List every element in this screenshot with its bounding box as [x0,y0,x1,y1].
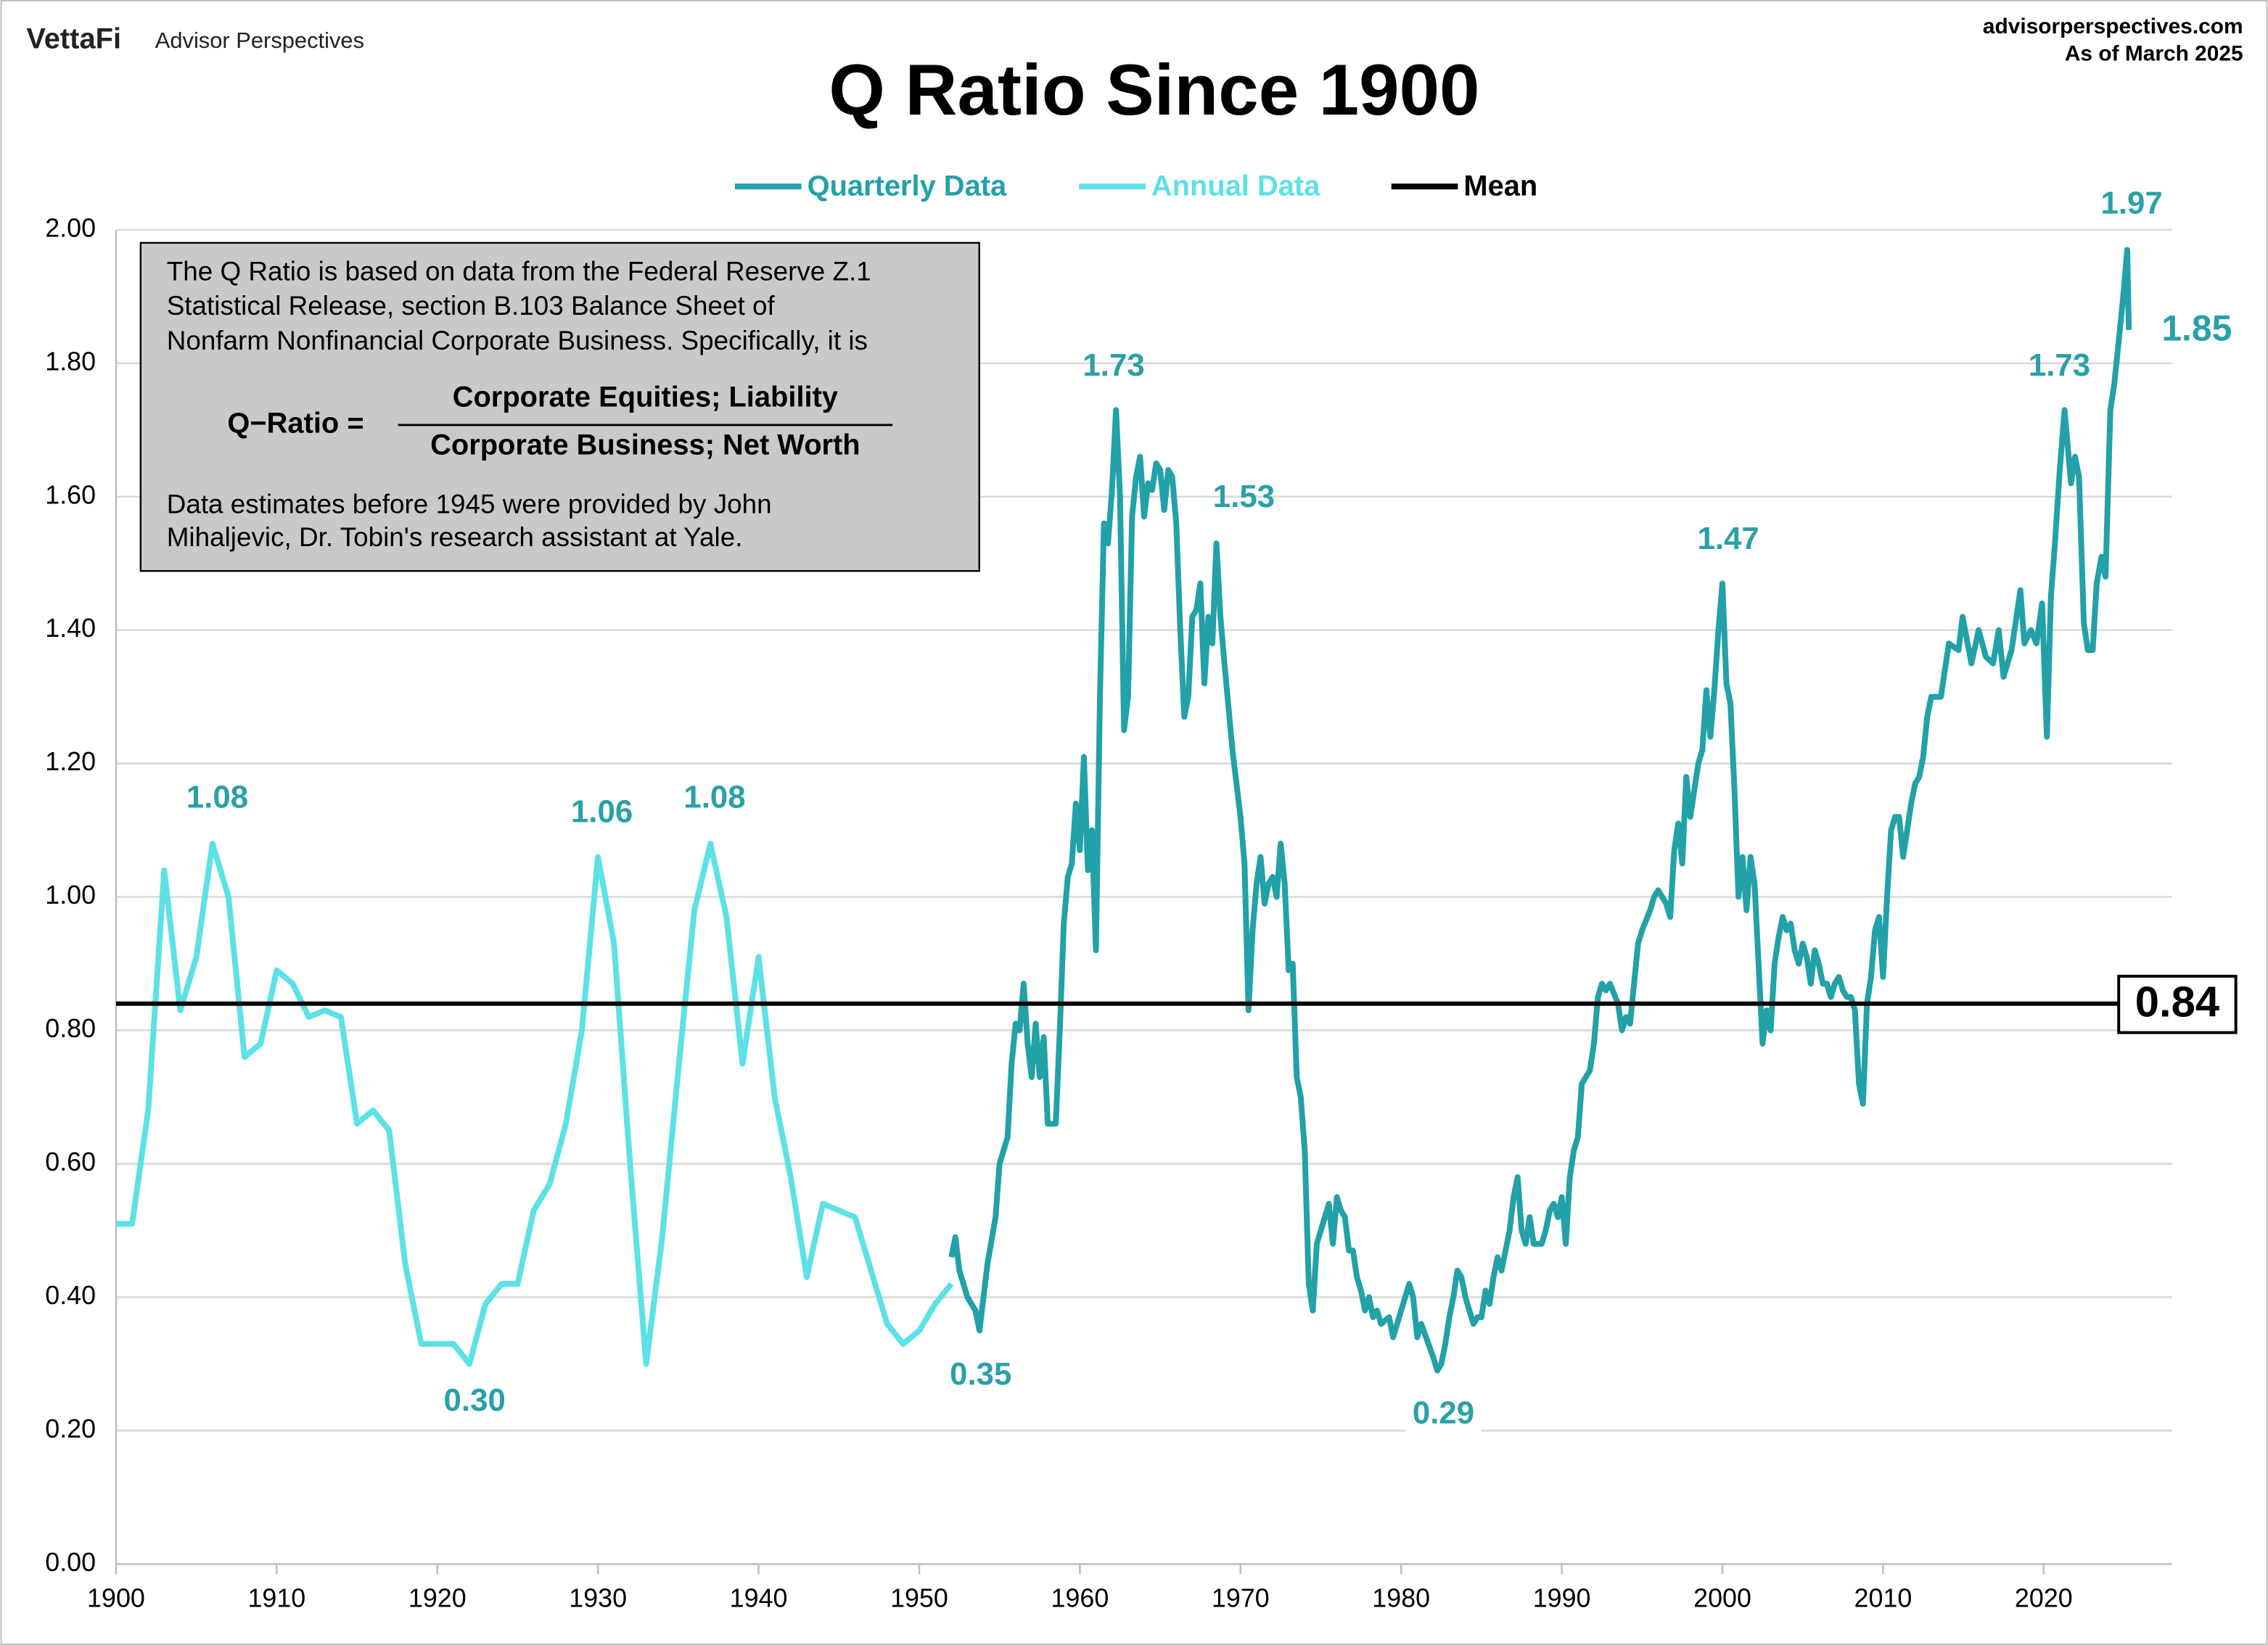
publisher: Advisor Perspectives [155,28,364,53]
formula-numerator: Corporate Equities; Liability [453,382,838,413]
x-tick-label: 1900 [87,1584,145,1613]
y-tick-label: 0.80 [45,1014,96,1043]
x-tick-label: 2010 [1854,1584,1912,1613]
y-tick-label: 1.20 [45,747,96,776]
plot-area: 0.00 0.20 0.40 0.60 0.80 1.00 1.20 1.40 1.60 1.80… [45,186,2238,1613]
y-tick-label: 1.40 [45,614,96,643]
annotation: 0.30 [444,1382,506,1418]
annotation: 1.85 [2161,308,2232,349]
brand: VettaFi [26,22,121,54]
series-line [948,247,2132,1374]
x-tick-label: 1970 [1212,1584,1270,1613]
x-tick-label: 1950 [890,1584,948,1613]
formula-denominator: Corporate Business; Net Worth [430,429,860,461]
y-tick-label: 0.60 [45,1147,96,1176]
y-tick-label: 0.40 [45,1281,96,1310]
annotation: 1.73 [2029,347,2090,383]
y-tick-label: 1.00 [45,881,96,910]
annotation: 1.08 [186,780,248,815]
annotation: 0.29 [1413,1395,1474,1431]
note-box: The Q Ratio is based on data from the Fe… [139,242,980,572]
note-line: Statistical Release, section B.103 Balan… [167,291,776,321]
date: As of March 2025 [2065,42,2243,66]
annotation: 1.73 [1082,347,1144,383]
x-tick-label: 1930 [569,1584,627,1613]
y-tick-label: 0.20 [45,1414,96,1443]
annotation: 0.35 [950,1356,1011,1392]
y-tick-label: 1.80 [45,347,96,376]
note-line: Data estimates before 1945 were provided… [167,489,772,519]
annotation-bg [1405,1393,1482,1438]
x-tick-label: 1940 [730,1584,788,1613]
annotation: 1.08 [683,780,745,815]
x-tick-label: 1920 [408,1584,467,1613]
y-tick-label: 2.00 [45,213,96,242]
x-tick-label: 1980 [1372,1584,1430,1613]
note-line: The Q Ratio is based on data from the Fe… [167,256,871,286]
chart-title: Q Ratio Since 1900 [829,50,1479,131]
mean-label-box [2117,974,2238,1034]
x-tick-label: 1910 [247,1584,305,1613]
y-tick-label: 0.00 [45,1548,96,1577]
legend-label: Annual Data [1151,170,1320,202]
legend-label: Quarterly Data [808,170,1007,202]
annotation: 1.47 [1697,521,1759,556]
x-tick-label: 2020 [2015,1584,2073,1613]
annotation: 1.97 [2100,186,2162,221]
annotation: 1.06 [571,794,633,830]
source: advisorperspectives.com [1983,15,2243,38]
note-line: Mihaljevic, Dr. Tobin's research assista… [167,522,743,552]
formula-lhs: Q−Ratio = [227,407,363,439]
x-tick-label: 1990 [1533,1584,1591,1613]
note-line: Nonfarm Nonfinancial Corporate Business.… [167,326,868,355]
y-tick-label: 1.60 [45,480,96,509]
mean-label: 0.84 [2135,978,2219,1026]
x-tick-label: 1960 [1051,1584,1109,1613]
annotation: 1.53 [1213,479,1275,514]
x-tick-label: 2000 [1693,1584,1751,1613]
series-line [115,841,954,1367]
note-background [139,242,980,572]
legend-label: Mean [1463,170,1537,202]
